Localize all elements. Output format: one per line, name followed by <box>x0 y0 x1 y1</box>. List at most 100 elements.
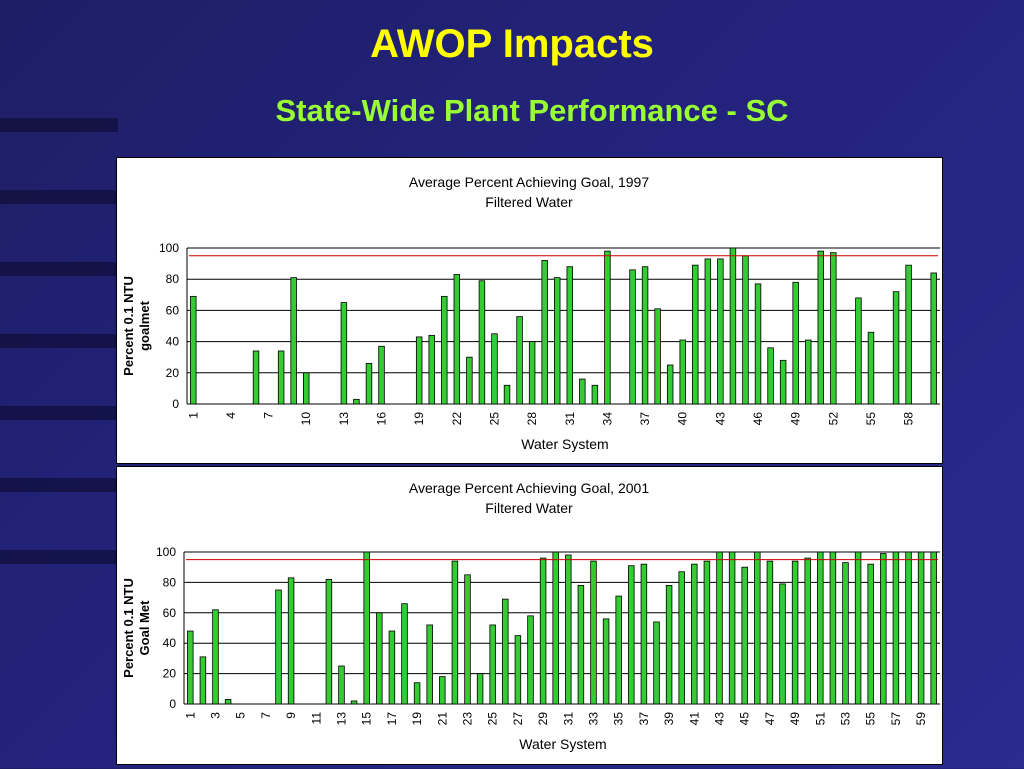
bar <box>376 612 383 705</box>
bar <box>905 264 912 405</box>
x-tick-label: 57 <box>889 712 903 726</box>
bar <box>489 624 496 705</box>
y-tick-label: 100 <box>156 545 176 559</box>
bar <box>187 630 194 705</box>
bar <box>466 356 473 405</box>
bar <box>779 583 786 705</box>
chart-panel-2001: Average Percent Achieving Goal, 2001 Fil… <box>116 466 943 765</box>
slide-subtitle: State-Wide Plant Performance - SC <box>275 93 789 128</box>
x-tick-label: 43 <box>713 412 727 426</box>
bar <box>704 258 712 405</box>
bar <box>378 345 385 405</box>
bar <box>527 615 534 705</box>
bar <box>602 618 610 705</box>
x-tick-label: 21 <box>435 712 449 726</box>
x-tick-label: 47 <box>763 712 777 726</box>
y-axis-label-line2: goalmet <box>137 300 152 351</box>
x-tick-label: 51 <box>813 712 827 726</box>
plot-area: 0 20 40 60 80 100 1 4 7 10 13 16 19 22 25 28 31 34 37 40 43 4… <box>159 241 940 425</box>
bar <box>552 551 559 705</box>
bar <box>742 255 749 405</box>
bar <box>290 277 297 405</box>
bar <box>224 699 232 705</box>
bar <box>791 560 799 705</box>
bar <box>641 266 649 405</box>
bar <box>754 283 762 405</box>
y-axis-label-line2: Goal Met <box>137 600 152 656</box>
bar <box>665 585 673 705</box>
x-tick-label: 40 <box>676 412 690 426</box>
bar <box>441 295 448 405</box>
bar <box>541 260 548 405</box>
bar <box>199 656 207 705</box>
bar <box>252 350 260 405</box>
bar <box>767 347 774 405</box>
bar <box>350 700 358 705</box>
bar <box>829 551 837 705</box>
bar <box>905 551 912 705</box>
bar <box>754 551 761 705</box>
bar <box>892 551 900 705</box>
bar <box>640 563 648 705</box>
bar <box>817 250 824 405</box>
x-tick-label: 52 <box>826 412 840 426</box>
slide-title: AWOP Impacts <box>370 22 654 66</box>
bar <box>426 624 433 705</box>
x-tick-label: 23 <box>461 712 475 726</box>
bar <box>577 585 585 705</box>
bar <box>565 554 572 705</box>
x-tick-label: 25 <box>487 412 501 426</box>
bar <box>628 565 635 705</box>
x-tick-label: 3 <box>209 712 223 719</box>
bar <box>439 676 446 705</box>
bar <box>917 551 925 705</box>
bar <box>729 247 737 405</box>
x-tick-label: 1 <box>186 412 200 419</box>
bar <box>491 333 498 405</box>
bar <box>817 551 824 705</box>
x-tick-label: 27 <box>511 712 525 726</box>
bar <box>930 551 937 705</box>
bar <box>604 250 611 405</box>
bar <box>691 563 698 705</box>
bar <box>855 297 862 405</box>
bar <box>325 578 333 705</box>
x-tick-label: 19 <box>410 712 424 726</box>
x-tick-label: 49 <box>789 412 803 426</box>
bar <box>692 264 699 405</box>
chart-subtitle: Filtered Water <box>485 194 573 210</box>
x-tick-label: 13 <box>335 712 349 726</box>
bar <box>287 577 295 705</box>
bar <box>867 563 874 705</box>
bar <box>554 277 561 405</box>
y-axis-label-line1: Percent 0.1 NTU <box>121 578 136 678</box>
bar <box>365 363 373 405</box>
bar <box>666 364 674 405</box>
bar <box>401 603 408 705</box>
bar <box>930 272 937 405</box>
bar <box>275 589 282 705</box>
chart-2001: Average Percent Achieving Goal, 2001 Fil… <box>121 480 940 752</box>
x-tick-label: 19 <box>412 412 426 426</box>
bar <box>363 551 370 705</box>
x-tick-label: 37 <box>638 412 652 426</box>
bar <box>428 334 435 405</box>
bar <box>830 252 837 405</box>
bar <box>579 378 586 405</box>
x-tick-label: 22 <box>450 412 464 426</box>
bar <box>212 609 219 705</box>
x-tick-label: 31 <box>561 712 575 726</box>
x-tick-label: 58 <box>902 412 916 426</box>
chart-title: Average Percent Achieving Goal, 1997 <box>409 174 649 190</box>
x-tick-label: 55 <box>864 412 878 426</box>
bar <box>340 302 348 405</box>
chart-1997: Average Percent Achieving Goal, 1997 Fil… <box>121 174 940 452</box>
y-tick-label: 0 <box>172 397 179 411</box>
bar <box>277 350 285 405</box>
x-tick-label: 17 <box>385 712 399 726</box>
x-tick-label: 28 <box>525 412 539 426</box>
bar <box>629 269 636 405</box>
bar <box>303 372 310 405</box>
y-tick-label: 60 <box>166 303 180 317</box>
bar <box>451 560 459 705</box>
